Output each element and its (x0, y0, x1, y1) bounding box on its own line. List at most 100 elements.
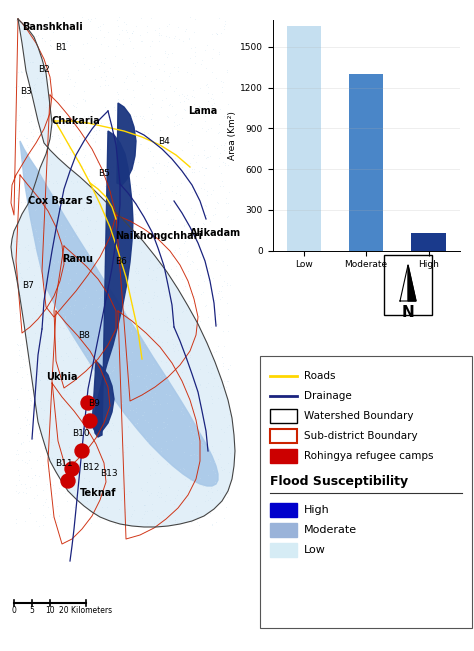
Point (58, 235, 65, 245)
Point (53, 501, 60, 511)
Point (14, 81, 21, 91)
Point (203, 126, 210, 136)
Point (122, 25, 129, 35)
Point (81, 150, 88, 160)
Point (27, 147, 34, 158)
Point (55, 132, 63, 143)
Point (193, 450, 201, 460)
Point (77, 215, 85, 226)
Circle shape (75, 444, 89, 458)
Point (83, 229, 91, 239)
Text: B4: B4 (158, 137, 170, 146)
Point (88, 243, 95, 254)
Point (210, 457, 218, 467)
Point (164, 367, 171, 377)
Point (157, 232, 165, 243)
Point (56, 322, 64, 332)
Point (148, 432, 156, 443)
Point (56, 138, 64, 148)
Point (26, 57, 34, 68)
Point (167, 152, 175, 163)
Point (78, 204, 85, 215)
Point (56, 284, 64, 295)
Point (59, 323, 66, 333)
Point (186, 417, 193, 427)
Point (221, 158, 229, 168)
Point (96, 417, 104, 428)
Point (182, 26, 189, 36)
Point (192, 422, 200, 432)
Point (149, 187, 156, 198)
Point (22, 412, 29, 422)
Point (59, 116, 67, 126)
Bar (270, 503, 297, 517)
Point (214, 143, 221, 154)
Point (57, 246, 65, 256)
Point (25, 262, 32, 272)
Bar (411, 233, 446, 251)
Point (78, 12, 85, 23)
Point (152, 158, 159, 168)
Point (17, 439, 25, 449)
Point (128, 509, 136, 519)
Point (161, 48, 168, 58)
Point (191, 475, 198, 486)
Point (201, 301, 209, 311)
Point (118, 104, 126, 114)
Point (219, 255, 227, 266)
Point (140, 389, 147, 400)
Point (89, 331, 96, 342)
Text: Chakaria: Chakaria (52, 116, 101, 126)
Point (14, 23, 22, 33)
Point (48, 394, 55, 404)
Point (191, 51, 199, 61)
Point (149, 396, 157, 406)
Point (208, 420, 215, 430)
Point (222, 382, 230, 393)
Point (36, 139, 43, 149)
Point (101, 53, 109, 63)
Point (39, 460, 47, 470)
Point (133, 417, 141, 428)
Point (167, 250, 174, 260)
Point (152, 204, 159, 215)
Point (189, 320, 197, 331)
Point (180, 220, 188, 230)
Point (136, 189, 143, 200)
Point (64, 419, 72, 429)
Point (153, 291, 161, 301)
Point (215, 118, 222, 129)
Point (180, 96, 188, 107)
Point (79, 38, 86, 49)
Point (125, 129, 133, 139)
Point (184, 245, 192, 256)
Point (73, 176, 81, 187)
Point (81, 376, 88, 386)
Point (157, 356, 164, 367)
Point (148, 392, 156, 402)
Point (88, 180, 96, 191)
Point (78, 160, 85, 171)
Point (12, 97, 19, 107)
Point (56, 105, 64, 116)
Point (59, 426, 67, 436)
Point (123, 442, 131, 452)
Point (198, 182, 205, 193)
Point (121, 306, 128, 316)
Point (204, 312, 212, 322)
Point (72, 111, 79, 122)
Point (49, 189, 56, 199)
Point (33, 315, 40, 326)
Point (80, 144, 87, 154)
Point (170, 303, 178, 314)
Point (182, 236, 189, 246)
Point (73, 453, 80, 464)
Point (138, 450, 146, 461)
Point (117, 230, 125, 240)
Point (100, 199, 107, 209)
Point (217, 286, 225, 296)
Point (37, 308, 45, 318)
Point (226, 279, 234, 290)
Point (38, 61, 46, 71)
Point (124, 355, 132, 365)
